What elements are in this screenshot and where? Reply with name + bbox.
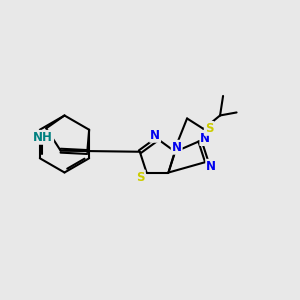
Text: N: N [200, 132, 210, 145]
Text: N: N [150, 129, 160, 142]
Text: N: N [172, 141, 182, 154]
Text: N: N [206, 160, 216, 173]
Text: NH: NH [33, 131, 53, 144]
Text: S: S [136, 170, 145, 184]
Text: S: S [205, 122, 213, 135]
